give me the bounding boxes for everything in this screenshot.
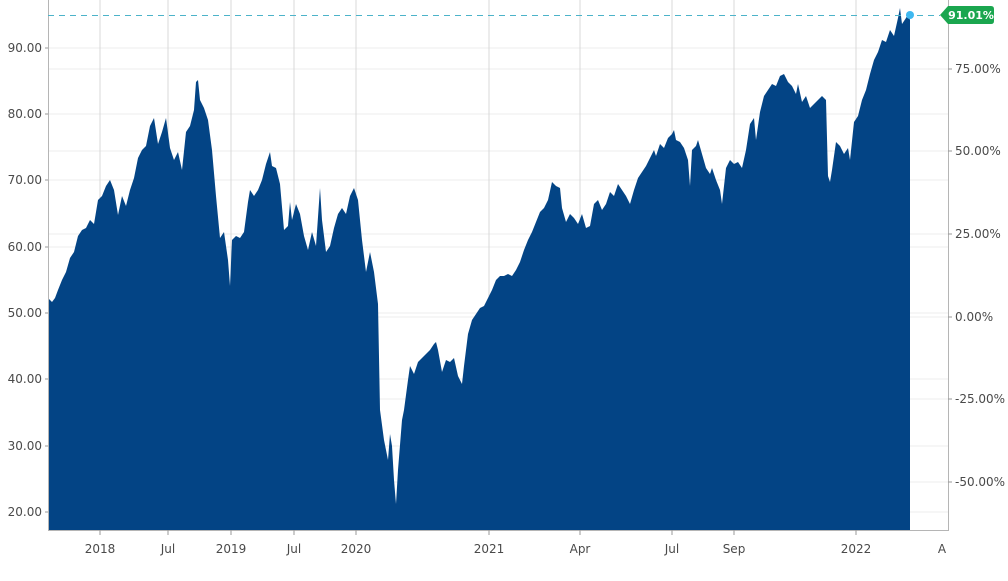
last-value-badge: 91.01%: [940, 6, 994, 24]
y-tick-label: 50.00: [8, 306, 42, 320]
x-tick-label: A: [938, 542, 947, 556]
right-y-axis: 75.00% 50.00% 25.00% 0.00% -25.00% -50.0…: [948, 62, 1005, 489]
x-tick-label: 2021: [474, 542, 505, 556]
y-right-tick-label: -25.00%: [955, 392, 1005, 406]
x-tick-label: 2018: [85, 542, 116, 556]
y-right-tick-label: 0.00%: [955, 310, 993, 324]
x-tick-label: Jul: [160, 542, 175, 556]
y-tick-label: 70.00: [8, 173, 42, 187]
y-tick-label: 60.00: [8, 240, 42, 254]
y-right-tick-label: -50.00%: [955, 475, 1005, 489]
x-tick-label: 2022: [841, 542, 872, 556]
y-tick-label: 90.00: [8, 41, 42, 55]
x-axis: 2018 Jul 2019 Jul 2020 2021 Apr Jul Sep …: [85, 530, 947, 556]
x-tick-label: Apr: [570, 542, 591, 556]
price-area: [48, 8, 910, 530]
y-tick-label: 80.00: [8, 107, 42, 121]
y-tick-label: 40.00: [8, 372, 42, 386]
x-tick-label: 2020: [341, 542, 372, 556]
x-tick-label: 2019: [216, 542, 247, 556]
left-y-axis: 90.00 80.00 70.00 60.00 50.00 40.00 30.0…: [8, 41, 48, 519]
x-tick-label: Sep: [723, 542, 746, 556]
x-tick-label: Jul: [664, 542, 679, 556]
y-right-tick-label: 25.00%: [955, 227, 1001, 241]
last-point-marker[interactable]: [906, 11, 914, 19]
y-tick-label: 20.00: [8, 505, 42, 519]
x-tick-label: Jul: [286, 542, 301, 556]
y-right-tick-label: 50.00%: [955, 144, 1001, 158]
y-right-tick-label: 75.00%: [955, 62, 1001, 76]
last-value-badge-text: 91.01%: [948, 9, 994, 22]
y-tick-label: 30.00: [8, 439, 42, 453]
